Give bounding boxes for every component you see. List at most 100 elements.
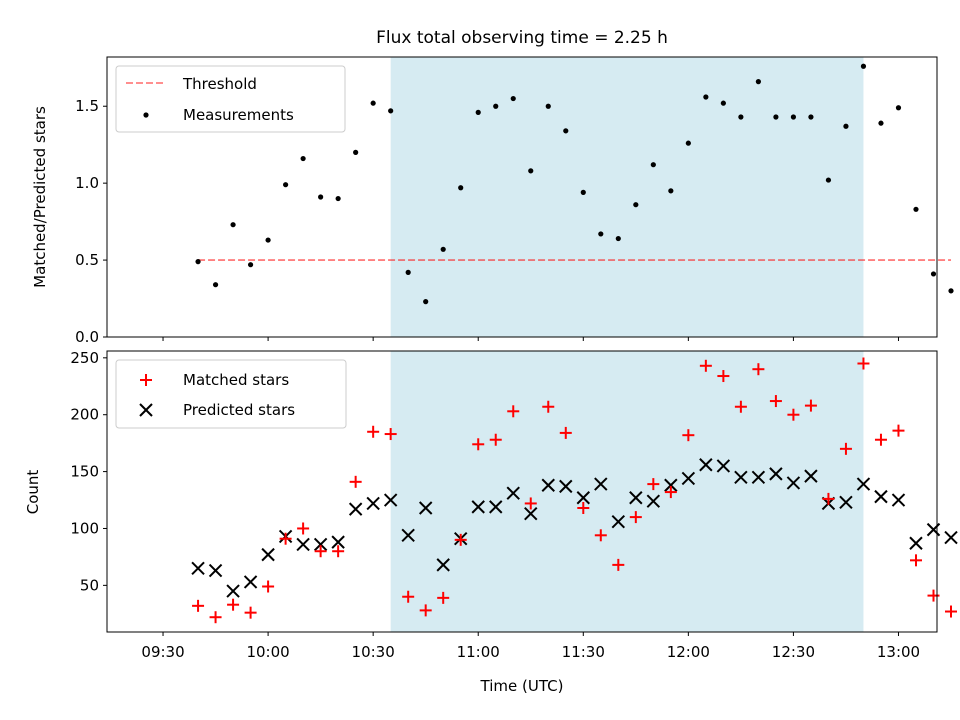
bottom-y-tick-label: 250: [70, 349, 99, 367]
top-y-ticks: 0.0 0.5 1.0 1.5: [75, 97, 107, 346]
measurement-point: [283, 182, 289, 188]
predicted-point: [944, 530, 958, 545]
legend-measurement-swatch: [143, 112, 149, 118]
predicted-point: [541, 478, 555, 492]
count-points: [191, 357, 958, 624]
x-axis-label: Time (UTC): [480, 677, 564, 695]
matched-point: [559, 426, 572, 439]
matched-point: [682, 429, 695, 442]
measurement-points: [195, 63, 954, 305]
top-legend-box: [115, 65, 346, 133]
measurement-point: [265, 237, 271, 243]
predicted-point: [699, 458, 713, 472]
predicted-point: [313, 537, 328, 552]
measurement-point: [300, 155, 306, 162]
measurement-point: [563, 128, 569, 134]
measurement-point: [335, 195, 341, 202]
predicted-point: [366, 496, 380, 511]
matched-point: [629, 511, 642, 524]
measurement-point: [633, 202, 639, 208]
bottom-y-axis-label: Count: [24, 470, 42, 515]
predicted-point: [524, 506, 538, 521]
predicted-point: [261, 547, 275, 562]
measurement-point: [808, 114, 814, 120]
matched-point: [227, 598, 240, 611]
top-y-tick-label: 0.5: [75, 251, 99, 269]
matched-point: [349, 475, 362, 488]
matched-point: [822, 492, 835, 505]
matched-point: [892, 424, 905, 437]
measurement-point: [195, 259, 201, 265]
legend-predicted-label: Predicted stars: [183, 401, 295, 419]
predicted-point: [874, 489, 888, 504]
predicted-point: [664, 478, 678, 492]
x-tick-label: 10:00: [246, 643, 289, 661]
measurement-point: [948, 288, 954, 294]
bottom-y-tick-label: 100: [70, 519, 99, 537]
legend-measurements-label: Measurements: [183, 106, 294, 124]
predicted-point: [594, 477, 608, 491]
x-tick-label: 10:30: [352, 643, 395, 661]
measurement-point: [545, 103, 551, 109]
measurement-point: [895, 105, 902, 111]
predicted-point: [208, 563, 223, 578]
predicted-point: [383, 493, 398, 507]
predicted-point: [471, 500, 485, 514]
measurement-point: [475, 109, 481, 115]
matched-point: [437, 591, 450, 604]
x-tick-label: 12:30: [772, 643, 815, 661]
predicted-point: [489, 500, 503, 514]
predicted-point: [804, 469, 818, 483]
measurement-point: [843, 123, 849, 129]
matched-point: [787, 408, 800, 421]
legend-predicted-swatch: [139, 403, 153, 417]
measurement-point: [773, 114, 779, 120]
top-y-tick-label: 1.0: [75, 174, 99, 192]
measurement-point: [318, 194, 324, 200]
matched-point: [769, 395, 782, 408]
bottom-y-tick-label: 150: [70, 463, 99, 481]
matched-point: [419, 604, 432, 617]
measurement-point: [423, 299, 429, 305]
x-tick-label: 11:00: [457, 643, 500, 661]
predicted-point: [348, 502, 363, 516]
matched-point: [664, 486, 677, 499]
matched-point: [804, 399, 817, 412]
matched-point: [244, 606, 257, 619]
predicted-point: [629, 491, 643, 505]
bottom-shaded-span: [390, 351, 864, 632]
matched-point: [839, 442, 852, 455]
measurement-point: [720, 100, 726, 106]
matched-point: [454, 533, 467, 546]
measurement-point: [405, 269, 411, 275]
matched-point: [647, 478, 660, 491]
matched-point: [542, 400, 555, 413]
measurement-point: [458, 185, 464, 191]
matched-point: [612, 558, 625, 571]
measurement-point: [685, 140, 691, 146]
predicted-point: [769, 467, 783, 481]
x-tick-label: 12:00: [667, 643, 710, 661]
matched-point: [209, 611, 222, 624]
chart-title: Flux total observing time = 2.25 h: [376, 28, 668, 48]
predicted-point: [611, 514, 626, 529]
matched-point: [489, 433, 502, 446]
matched-point: [192, 599, 205, 612]
matched-point: [717, 370, 730, 383]
measurement-point: [668, 188, 674, 194]
measurement-point: [247, 262, 254, 268]
legend-matched-label: Matched stars: [183, 371, 289, 389]
predicted-point: [891, 493, 906, 507]
matched-point: [594, 529, 607, 542]
bottom-y-tick-label: 200: [70, 406, 99, 424]
predicted-point: [839, 495, 853, 510]
matched-point: [297, 522, 310, 535]
predicted-point: [401, 528, 415, 543]
bottom-y-tick-label: 50: [80, 576, 99, 594]
top-legend: Threshold Measurements: [115, 65, 346, 133]
measurement-point: [825, 177, 832, 183]
measurement-point: [755, 79, 761, 85]
predicted-point: [296, 537, 310, 552]
measurement-point: [913, 206, 919, 212]
